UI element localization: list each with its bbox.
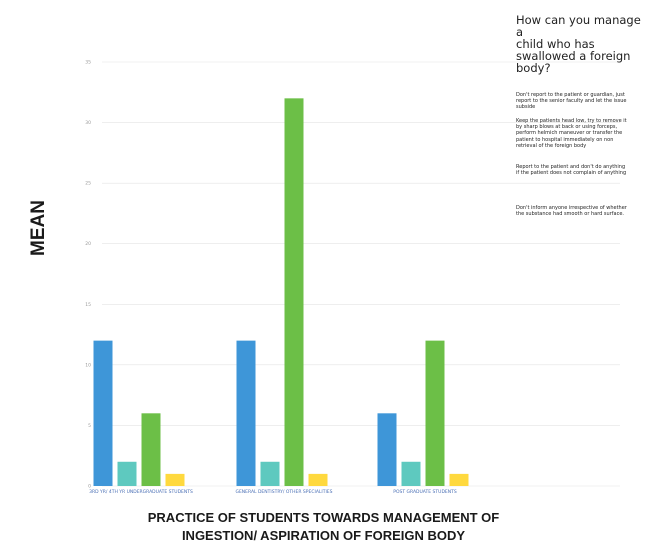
- legend-entry-line: Don't report to the patient or guardian,…: [516, 92, 625, 98]
- legend-title-line: How can you manage a: [516, 13, 641, 39]
- legend-entry-line: Report to the patient and don't do anyth…: [516, 164, 626, 170]
- legend-entry-line: Don't inform anyone irrespective of whet…: [516, 205, 627, 211]
- bar-1-series-3: [141, 413, 161, 486]
- bar-3-series-2: [401, 461, 421, 486]
- category-labels: 3RD YR/ 4TH YR UNDERGRADUATE STUDENTS GEN…: [89, 489, 457, 495]
- bar-2-series-2: [260, 461, 280, 486]
- legend-entry-line: report to the senior faculty and let the…: [516, 98, 627, 105]
- bar-1-series-1: [93, 340, 113, 486]
- legend-entry-3: Report to the patient and don't do anyth…: [516, 164, 647, 176]
- legend-entry-1: Don't report to the patient or guardian,…: [516, 92, 647, 111]
- bar-3-series-1: [377, 413, 397, 486]
- bar-3-series-4: [449, 473, 469, 486]
- legend-entry-4: Don't inform anyone irrespective of whet…: [516, 205, 647, 217]
- gridlines: [102, 61, 620, 487]
- x-category-label: POST GRADUATE STUDENTS: [393, 489, 457, 495]
- y-tick-label: 30: [85, 120, 91, 126]
- legend-title-line: body?: [516, 61, 551, 75]
- y-tick-label: 0: [88, 484, 91, 490]
- legend-entry-line: if the patient does not complain of anyt…: [516, 170, 627, 177]
- bar-2-series-3: [284, 98, 304, 486]
- y-tick-label: 25: [85, 181, 91, 187]
- y-tick-label: 15: [85, 302, 91, 308]
- y-axis-label: MEAN: [28, 200, 49, 256]
- y-axis-ticks: 0 5 10 15 20 25 30 35: [85, 60, 91, 490]
- bar-3-series-3: [425, 340, 445, 486]
- y-tick-label: 5: [88, 423, 91, 429]
- legend-entry-line: retrieval of the foreign body: [516, 142, 587, 149]
- legend-entry-line: subside: [516, 104, 536, 111]
- legend-entry-line: perform helmich maneuver or transfer the: [516, 130, 623, 137]
- legend-entry-2: Keep the patients head low, try to remov…: [516, 118, 647, 149]
- bar-1-series-2: [117, 461, 137, 486]
- x-axis-title: PRACTICE OF STUDENTS TOWARDS MANAGEMENT …: [0, 509, 647, 545]
- legend-entry-line: Keep the patients head low, try to remov…: [516, 118, 627, 124]
- legend-entry-line: the substance had smooth or hard surface…: [516, 211, 625, 218]
- legend-title-line: swallowed a foreign: [516, 49, 631, 63]
- x-axis-title-line: PRACTICE OF STUDENTS TOWARDS MANAGEMENT …: [147, 510, 500, 525]
- bar-2-series-1: [236, 340, 256, 486]
- y-tick-label: 35: [85, 60, 91, 66]
- legend-title-line: child who has: [516, 37, 595, 51]
- bars: [93, 98, 469, 486]
- x-category-label: 3RD YR/ 4TH YR UNDERGRADUATE STUDENTS: [89, 489, 193, 495]
- legend-title: How can you manage a child who has swall…: [516, 14, 647, 74]
- legend-entry-line: by sharp blows at back or using forceps,: [516, 124, 618, 131]
- legend: How can you manage a child who has swall…: [516, 14, 647, 217]
- legend-entry-line: patient to hospital immediately on non: [516, 136, 614, 143]
- bar-1-series-4: [165, 473, 185, 486]
- x-category-label: GENERAL DENTISTRY/ OTHER SPECIALITIES: [235, 489, 332, 495]
- y-tick-label: 10: [85, 362, 91, 368]
- bar-2-series-4: [308, 473, 328, 486]
- y-tick-label: 20: [85, 241, 91, 247]
- x-axis-title-line: INGESTION/ ASPIRATION OF FOREIGN BODY: [181, 528, 466, 543]
